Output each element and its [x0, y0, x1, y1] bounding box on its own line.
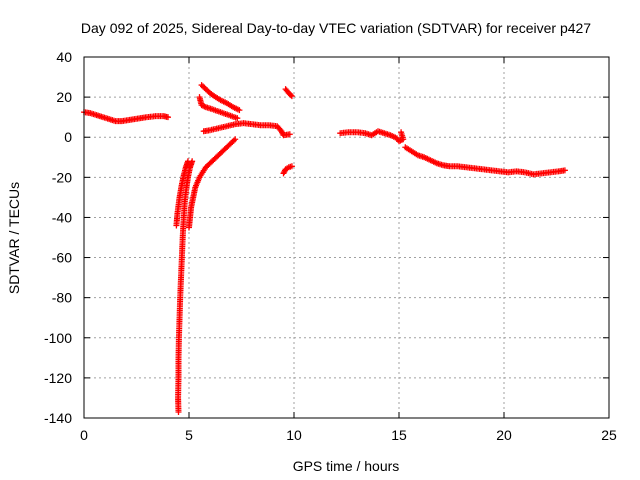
series-arc-c: [186, 136, 239, 231]
data-point: [165, 114, 171, 121]
series-arc-a: [81, 109, 171, 125]
x-tick-label: 10: [286, 427, 302, 443]
series-arc-f: [200, 120, 293, 139]
chart-title: Day 092 of 2025, Sidereal Day-to-day VTE…: [81, 20, 591, 36]
y-tick-label: 20: [56, 89, 72, 105]
data-point: [288, 163, 295, 170]
y-tick-label: -100: [44, 330, 72, 346]
series-arc-h: [280, 163, 295, 177]
data-point: [232, 136, 239, 143]
series-arc-g: [282, 86, 295, 100]
data-point: [288, 93, 295, 100]
series-arc-e: [196, 94, 241, 122]
x-tick-label: 25: [601, 427, 617, 443]
series-arc-d: [198, 82, 243, 114]
y-tick-label: -120: [44, 370, 72, 386]
y-tick-label: -20: [52, 169, 72, 185]
y-axis-label: SDTVAR / TECUs: [6, 182, 22, 294]
y-tick-label: 40: [56, 49, 72, 65]
axes: 0 5 10 15 20 25 -140 -120 -100 -80 -60 -40 -20 0 20 40: [44, 49, 617, 443]
series-arc-b: [175, 158, 196, 415]
y-tick-label: -60: [52, 250, 72, 266]
y-tick-label: -40: [52, 209, 72, 225]
x-axis-label: GPS time / hours: [293, 458, 400, 474]
x-tick-label: 20: [496, 427, 512, 443]
data-point: [561, 167, 568, 174]
y-tick-label: -80: [52, 290, 72, 306]
data-point: [184, 158, 191, 165]
data-point: [236, 107, 243, 114]
data-point: [234, 115, 241, 122]
y-tick-label: 0: [64, 129, 72, 145]
data-point: [286, 131, 293, 138]
x-tick-label: 5: [185, 427, 193, 443]
series-arc-i: [337, 128, 407, 145]
x-tick-label: 0: [80, 427, 88, 443]
y-tick-label: -140: [44, 410, 72, 426]
grid-lines: [84, 57, 609, 418]
data-point: [287, 92, 294, 99]
data-points: [81, 82, 568, 415]
data-point: [398, 129, 405, 136]
series-arc-j: [402, 144, 568, 178]
series-arc-b2: [173, 158, 191, 229]
x-tick-label: 15: [391, 427, 407, 443]
plot-frame: [83, 56, 610, 419]
